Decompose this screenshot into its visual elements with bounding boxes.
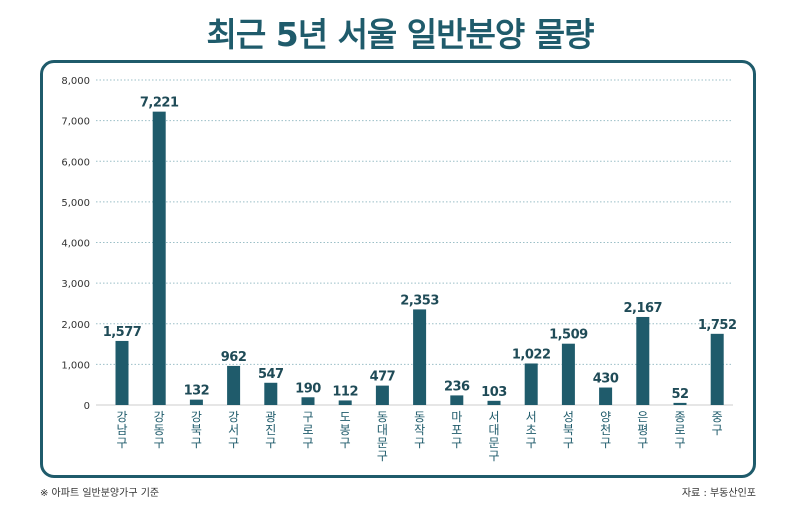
bar: [710, 333, 724, 405]
bar: [152, 111, 166, 405]
bar: [264, 382, 278, 405]
bar: [673, 402, 687, 405]
y-tick-label: 1,000: [61, 360, 90, 371]
bar-value-label: 1,509: [549, 328, 588, 343]
bar: [115, 340, 129, 405]
source-note: 자료 : 부동산인포: [681, 488, 756, 499]
bar-value-label: 103: [481, 385, 507, 400]
y-tick-label: 0: [84, 401, 90, 412]
y-tick-label: 4,000: [61, 239, 90, 250]
y-tick-label: 2,000: [61, 320, 90, 331]
bar: [189, 399, 203, 405]
bar-value-label: 52: [671, 387, 688, 402]
bar-value-label: 132: [184, 384, 210, 399]
chart-title: 최근 5년 서울 일반분양 물량: [206, 15, 595, 54]
bar: [524, 363, 538, 405]
bar: [636, 316, 650, 405]
bar: [227, 365, 241, 405]
footnote: ※ 아파트 일반분양가구 기준: [40, 488, 160, 499]
bar: [561, 343, 575, 405]
bar-value-label: 1,752: [698, 318, 737, 333]
bar: [487, 400, 501, 405]
bar: [338, 400, 352, 405]
bar-value-label: 190: [295, 381, 321, 396]
bar-value-label: 112: [332, 384, 358, 399]
bar-value-label: 1,577: [103, 325, 142, 340]
bar: [375, 385, 389, 405]
bar-value-label: 477: [370, 370, 396, 385]
bar-value-label: 547: [258, 367, 284, 382]
y-tick-label: 6,000: [61, 157, 90, 168]
y-tick-label: 5,000: [61, 198, 90, 209]
bar: [450, 395, 464, 405]
bar-value-label: 1,022: [512, 347, 551, 362]
y-tick-label: 3,000: [61, 279, 90, 290]
bar-value-label: 7,221: [140, 96, 179, 111]
bar: [413, 309, 427, 405]
y-tick-label: 8,000: [61, 76, 90, 87]
bar-value-label: 2,353: [400, 293, 439, 308]
bar-value-label: 236: [444, 379, 470, 394]
bar-value-label: 2,167: [623, 301, 662, 316]
chart-panel: [40, 60, 756, 478]
bar: [599, 387, 613, 405]
y-tick-label: 7,000: [61, 117, 90, 128]
bar: [301, 397, 315, 405]
bar-value-label: 430: [593, 372, 619, 387]
bar-value-label: 962: [221, 350, 247, 365]
